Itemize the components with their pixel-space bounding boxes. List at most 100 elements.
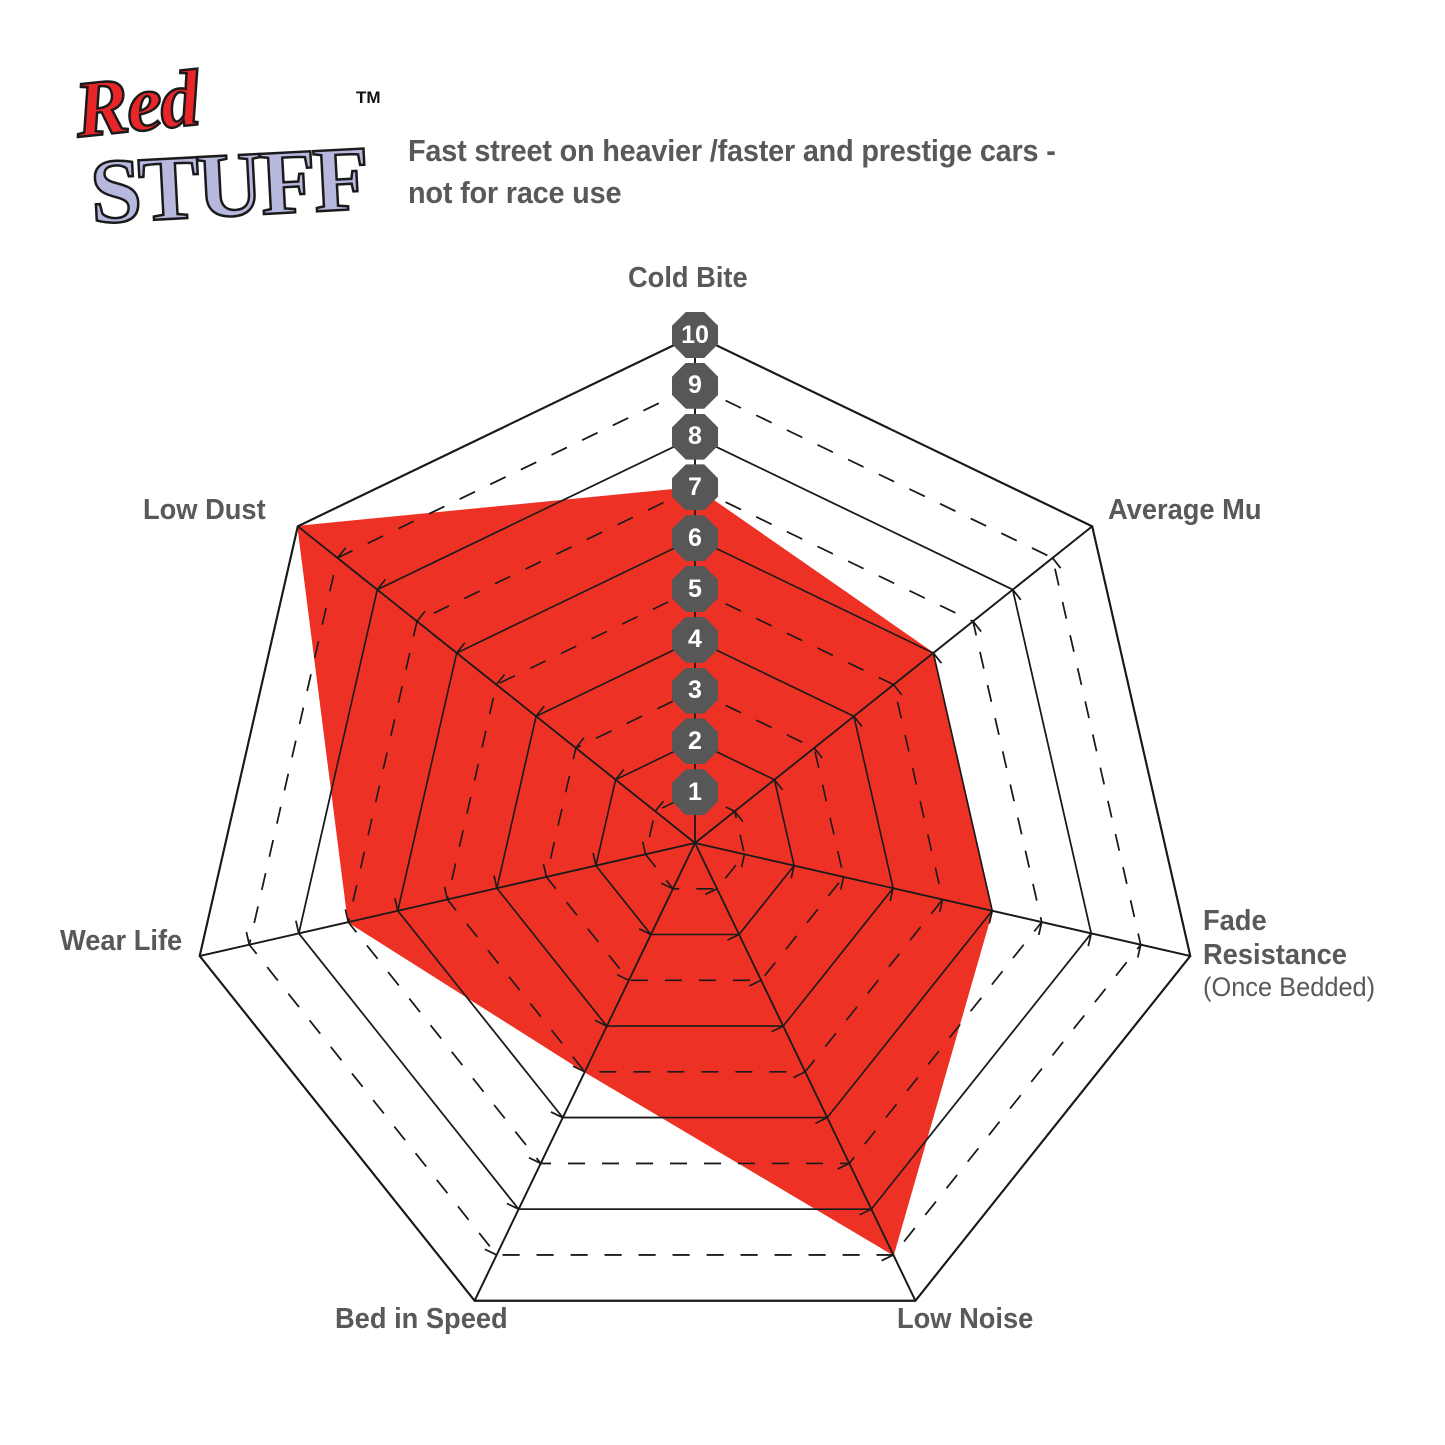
radar-tick bbox=[550, 1111, 564, 1119]
radar-series-polygon bbox=[297, 486, 993, 1256]
radar-grid-rings-overlay bbox=[198, 333, 1192, 1302]
radar-tick bbox=[614, 769, 625, 781]
radar-tick bbox=[881, 1254, 894, 1262]
radar-spoke-4 bbox=[473, 842, 696, 1302]
scale-badge-5: 5 bbox=[672, 566, 718, 612]
radar-spoke-2 bbox=[694, 842, 1191, 957]
radar-tick bbox=[575, 737, 585, 749]
axis-label-cold-bite-text: Cold Bite bbox=[628, 262, 748, 294]
radar-tick bbox=[837, 1162, 850, 1170]
radar-tick bbox=[734, 810, 744, 822]
radar-tick bbox=[344, 909, 350, 923]
scale-badge-10: 10 bbox=[672, 312, 718, 358]
radar-tick bbox=[972, 620, 982, 632]
radar-tick bbox=[892, 684, 903, 696]
axis-label-fade-line1: Fade bbox=[1203, 905, 1267, 937]
scale-badge-8: 8 bbox=[672, 413, 718, 460]
scale-badge-2: 2 bbox=[672, 718, 718, 765]
radar-tick bbox=[932, 652, 943, 664]
radar-tick bbox=[1012, 589, 1022, 601]
scale-badge-4: 4 bbox=[672, 616, 718, 663]
radar-tick bbox=[641, 841, 647, 855]
scale-badge-7: 7 bbox=[672, 464, 718, 511]
axis-label-bed-in-speed: Bed in Speed bbox=[335, 1303, 508, 1337]
radar-grid-ring-8 bbox=[297, 435, 1093, 1210]
radar-tick bbox=[245, 931, 251, 945]
radar-tick bbox=[542, 864, 548, 878]
radar-grid-ring-6 bbox=[396, 537, 994, 1119]
radar-tick bbox=[1087, 933, 1092, 947]
axis-label-fade-resistance: Fade Resistance (Once Bedded) bbox=[1203, 905, 1375, 1004]
radar-tick bbox=[416, 610, 426, 622]
radar-tick bbox=[654, 800, 665, 812]
axis-label-fade-line2: Resistance bbox=[1203, 938, 1347, 971]
radar-tick bbox=[839, 876, 845, 890]
svg-text:Red: Red bbox=[70, 55, 205, 155]
radar-tick bbox=[484, 1248, 497, 1256]
radar-tick bbox=[853, 715, 863, 727]
radar-tick bbox=[638, 928, 652, 936]
radar-tick bbox=[493, 875, 498, 889]
radar-tick bbox=[1038, 921, 1043, 935]
axis-label-cold-bite: Cold Bite bbox=[628, 262, 748, 296]
radar-tick bbox=[336, 547, 347, 559]
axis-label-low-dust-text: Low Dust bbox=[143, 494, 266, 526]
radar-tick bbox=[749, 979, 762, 987]
heading-line-2: not for race use bbox=[408, 174, 622, 210]
radar-tick bbox=[813, 747, 823, 759]
radar-tick bbox=[771, 1025, 784, 1033]
radar-axis-ticks-overlay bbox=[245, 384, 1142, 1262]
radar-tick bbox=[528, 1156, 542, 1165]
axis-label-bed-in-speed-text: Bed in Speed bbox=[335, 1303, 508, 1335]
radar-tick bbox=[495, 673, 506, 686]
radar-tick bbox=[740, 854, 746, 868]
radar-tick bbox=[456, 642, 466, 654]
radar-tick bbox=[592, 852, 597, 866]
scale-badge-1: 1 bbox=[672, 769, 718, 816]
radar-tick bbox=[988, 910, 993, 924]
radar-grid-ring-10 bbox=[198, 333, 1192, 1302]
radar-tick bbox=[295, 920, 300, 934]
radar-tick bbox=[889, 888, 894, 902]
scale-badge-6: 6 bbox=[672, 515, 718, 562]
radar-tick bbox=[793, 1071, 806, 1079]
radar-grid-ring-9 bbox=[248, 384, 1142, 1256]
radar-tick bbox=[704, 888, 718, 896]
radar-tick bbox=[815, 1116, 828, 1125]
radar-tick bbox=[938, 899, 944, 913]
axis-label-low-noise: Low Noise bbox=[897, 1303, 1033, 1337]
logo-word-red: Red bbox=[70, 55, 206, 156]
radar-tick bbox=[790, 865, 795, 879]
radar-tick bbox=[727, 933, 740, 941]
radar-tick bbox=[1137, 944, 1142, 958]
axis-label-low-dust: Low Dust bbox=[143, 494, 266, 528]
radar-tick bbox=[616, 973, 630, 982]
radar-spoke-6 bbox=[297, 525, 696, 844]
logo-word-stuff: STUFF bbox=[86, 125, 370, 244]
radar-tick bbox=[594, 1019, 608, 1027]
radar-tick bbox=[443, 886, 449, 900]
radar-tick bbox=[773, 779, 784, 791]
page-title: Fast street on heavier /faster and prest… bbox=[408, 130, 1171, 213]
radar-tick bbox=[1051, 557, 1062, 569]
scale-badge-9: 9 bbox=[672, 362, 718, 409]
axis-label-low-noise-text: Low Noise bbox=[897, 1303, 1034, 1335]
scale-badge-3: 3 bbox=[672, 667, 718, 714]
radar-tick bbox=[506, 1202, 520, 1210]
radar-tick bbox=[859, 1208, 872, 1216]
radar-grid-ring-2 bbox=[595, 740, 795, 936]
radar-tick bbox=[535, 705, 545, 717]
axis-label-wear-life-text: Wear Life bbox=[60, 925, 183, 957]
radar-tick bbox=[376, 578, 387, 591]
radar-tick bbox=[660, 882, 674, 890]
radar-tick bbox=[572, 1065, 586, 1073]
axis-label-average-mu: Average Mu bbox=[1108, 494, 1262, 528]
axis-label-average-mu-text: Average Mu bbox=[1108, 494, 1262, 526]
axis-label-fade-sub: (Once Bedded) bbox=[1203, 972, 1376, 1003]
radar-grid-ring-4 bbox=[496, 638, 894, 1027]
trademark-symbol: TM bbox=[356, 88, 381, 107]
radar-tick bbox=[394, 898, 399, 911]
heading-line-1: Fast street on heavier /faster and prest… bbox=[408, 133, 1056, 168]
